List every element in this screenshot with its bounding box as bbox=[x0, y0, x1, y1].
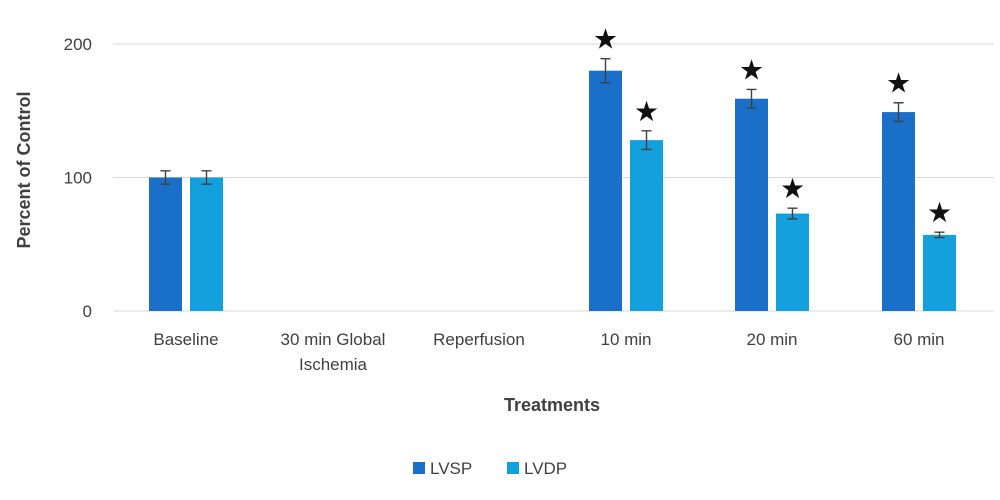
x-axis-title: Treatments bbox=[504, 395, 600, 415]
x-category-label: 30 min Global bbox=[281, 330, 386, 349]
bar-lvdp bbox=[630, 140, 663, 311]
bar-lvdp bbox=[776, 213, 809, 311]
legend-swatch-lvsp bbox=[413, 462, 425, 474]
error-bar bbox=[746, 88, 757, 109]
error-bar bbox=[600, 57, 611, 84]
bar-lvsp bbox=[589, 70, 622, 311]
significance-marker: ★ bbox=[634, 95, 659, 128]
error-bar bbox=[893, 102, 904, 123]
x-axis-categories: Baseline 30 min Global Ischemia Reperfusion… bbox=[153, 330, 944, 374]
y-tick-label: 200 bbox=[64, 35, 92, 54]
x-category-label: Reperfusion bbox=[433, 330, 525, 349]
y-tick-label: 0 bbox=[83, 302, 92, 321]
legend-label-lvsp: LVSP bbox=[430, 459, 472, 478]
error-bar bbox=[641, 130, 652, 151]
bar-lvsp bbox=[735, 98, 768, 311]
y-axis-ticks: 0 100 200 bbox=[64, 35, 92, 321]
error-bar bbox=[160, 170, 171, 185]
gridlines bbox=[113, 43, 994, 312]
bar-lvsp bbox=[882, 112, 915, 312]
legend-swatch-lvdp bbox=[507, 462, 519, 474]
bar-lvdp bbox=[190, 177, 223, 311]
bar-lvdp bbox=[923, 234, 956, 311]
legend-label-lvdp: LVDP bbox=[524, 459, 567, 478]
error-bar bbox=[934, 231, 945, 239]
x-category-label: Ischemia bbox=[299, 355, 368, 374]
bar-lvsp bbox=[149, 177, 182, 311]
significance-marker: ★ bbox=[780, 172, 805, 205]
significance-marker: ★ bbox=[886, 67, 911, 100]
significance-marker: ★ bbox=[927, 196, 952, 229]
significance-marker: ★ bbox=[593, 23, 618, 56]
x-category-label: 10 min bbox=[600, 330, 651, 349]
error-bar bbox=[787, 207, 798, 220]
y-axis-title: Percent of Control bbox=[14, 91, 34, 248]
significance-marker: ★ bbox=[739, 53, 764, 86]
legend: LVSP LVDP bbox=[413, 459, 567, 478]
x-category-label: 20 min bbox=[746, 330, 797, 349]
bars: ★ ★ ★ ★ ★ ★ bbox=[149, 23, 956, 312]
y-tick-label: 100 bbox=[64, 169, 92, 188]
x-category-label: Baseline bbox=[153, 330, 218, 349]
x-category-label: 60 min bbox=[893, 330, 944, 349]
error-bar bbox=[201, 170, 212, 185]
